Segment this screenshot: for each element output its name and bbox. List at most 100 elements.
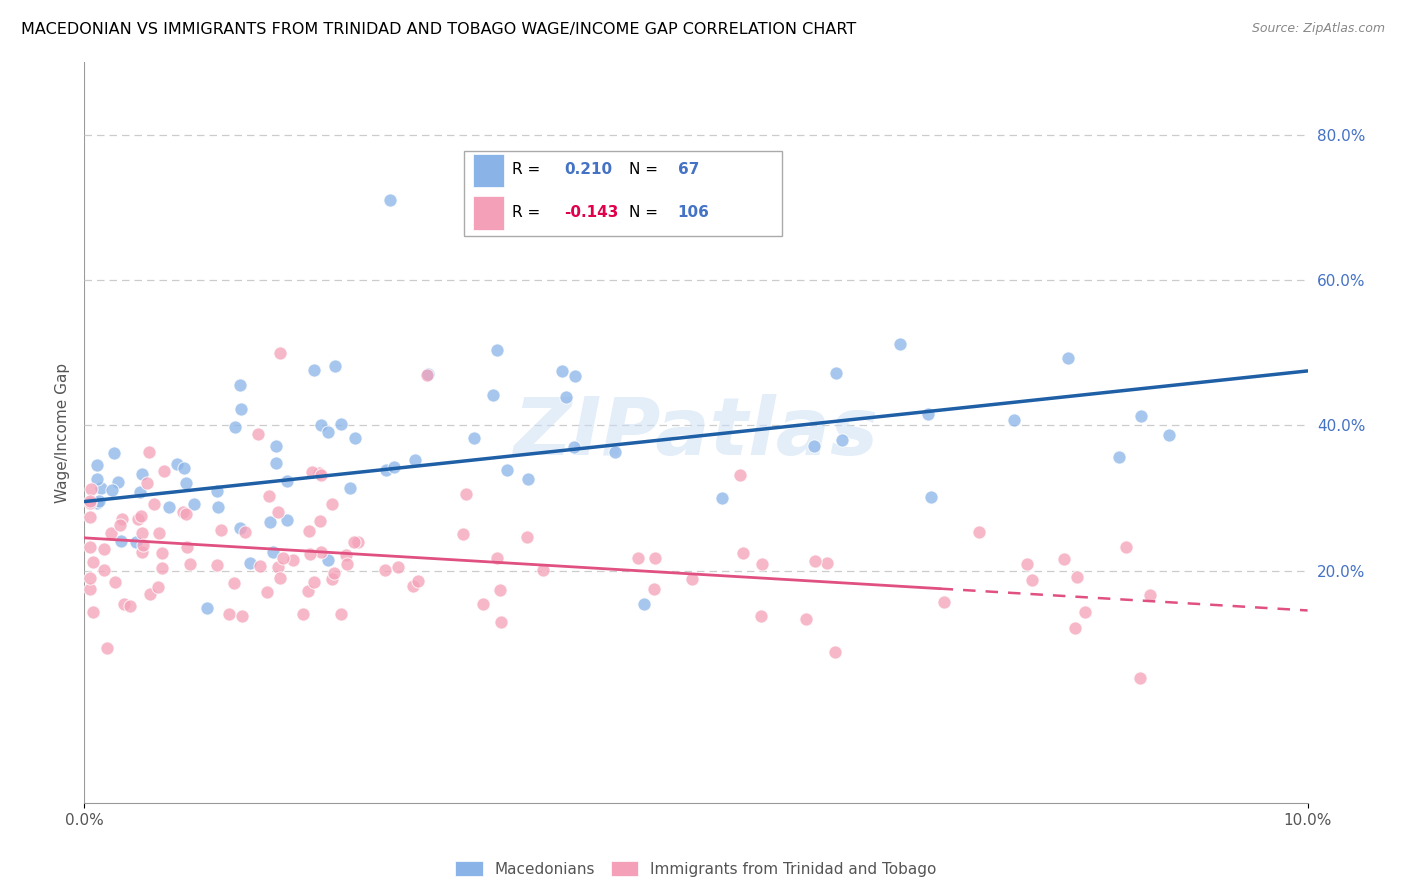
Point — [516, 530, 538, 544]
Point — [142, 497, 165, 511]
Point — [1129, 671, 1152, 685]
Text: 0.210: 0.210 — [564, 162, 612, 178]
Point — [302, 575, 325, 590]
Point — [917, 407, 939, 421]
Point — [131, 538, 153, 552]
Point — [932, 595, 955, 609]
Point — [101, 483, 124, 497]
Point — [183, 497, 205, 511]
Point — [129, 485, 152, 500]
Point — [100, 525, 122, 540]
Point — [207, 484, 229, 499]
Point — [471, 597, 494, 611]
Point — [633, 597, 655, 611]
Text: MACEDONIAN VS IMMIGRANTS FROM TRINIDAD AND TOBAGO WAGE/INCOME GAP CORRELATION CH: MACEDONIAN VS IMMIGRANTS FROM TRINIDAD A… — [21, 22, 856, 37]
Point — [451, 527, 474, 541]
Point — [259, 515, 281, 529]
Point — [824, 366, 846, 380]
Point — [603, 444, 626, 458]
Point — [308, 466, 330, 480]
Point — [681, 572, 703, 586]
Point — [86, 472, 108, 486]
Point — [564, 369, 586, 384]
Point — [153, 465, 176, 479]
Point — [93, 563, 115, 577]
Point — [1139, 588, 1161, 602]
Point — [259, 489, 281, 503]
Point — [176, 540, 198, 554]
Point — [222, 575, 245, 590]
Point — [298, 524, 321, 538]
Point — [486, 551, 509, 566]
Point — [347, 534, 370, 549]
Point — [139, 587, 162, 601]
Point — [179, 557, 201, 571]
Point — [267, 559, 290, 574]
Point — [82, 605, 104, 619]
Point — [321, 497, 343, 511]
Point — [485, 343, 508, 357]
Point — [749, 609, 772, 624]
Point — [404, 453, 426, 467]
Text: 67: 67 — [678, 162, 699, 178]
Point — [889, 336, 911, 351]
Point — [256, 584, 278, 599]
Point — [920, 491, 942, 505]
Point — [302, 363, 325, 377]
Point — [249, 559, 271, 574]
Point — [496, 463, 519, 477]
Point — [197, 601, 219, 615]
Y-axis label: Wage/Income Gap: Wage/Income Gap — [55, 362, 70, 503]
Point — [79, 496, 101, 510]
Point — [174, 507, 197, 521]
Point — [531, 563, 554, 577]
Point — [131, 526, 153, 541]
Point — [794, 612, 817, 626]
Point — [375, 463, 398, 477]
Point — [89, 494, 111, 508]
Point — [79, 582, 101, 596]
Point — [150, 546, 173, 560]
Point — [129, 508, 152, 523]
Point — [239, 556, 262, 570]
Point — [323, 566, 346, 581]
Point — [131, 545, 153, 559]
Point — [644, 551, 666, 566]
Point — [298, 547, 321, 561]
Point — [831, 433, 853, 447]
Text: R =: R = — [513, 205, 546, 220]
Point — [1115, 541, 1137, 555]
Point — [481, 388, 503, 402]
Point — [207, 500, 229, 515]
Text: N =: N = — [628, 205, 662, 220]
Point — [247, 426, 270, 441]
Point — [555, 390, 578, 404]
Point — [233, 524, 256, 539]
Point — [107, 475, 129, 490]
Point — [127, 511, 149, 525]
Point — [104, 574, 127, 589]
Point — [231, 401, 253, 416]
Point — [463, 431, 485, 445]
Bar — [474, 196, 503, 230]
Point — [79, 510, 101, 524]
Point — [110, 511, 132, 525]
Point — [301, 465, 323, 479]
Point — [266, 439, 288, 453]
Point — [90, 481, 112, 495]
Text: 106: 106 — [678, 205, 710, 220]
Point — [967, 525, 990, 540]
Text: Source: ZipAtlas.com: Source: ZipAtlas.com — [1251, 22, 1385, 36]
Point — [335, 548, 357, 562]
Point — [224, 420, 246, 434]
Point — [172, 505, 194, 519]
Point — [1108, 450, 1130, 465]
Point — [229, 377, 252, 392]
Point — [1073, 605, 1095, 619]
Point — [488, 583, 510, 598]
Point — [489, 615, 512, 630]
Point — [136, 476, 159, 491]
Point — [1015, 558, 1038, 572]
Point — [815, 556, 838, 570]
Point — [406, 574, 429, 588]
